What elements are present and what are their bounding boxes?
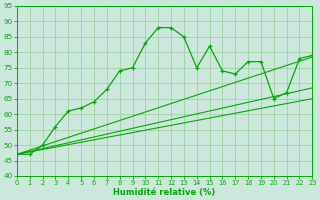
X-axis label: Humidité relative (%): Humidité relative (%) — [114, 188, 216, 197]
